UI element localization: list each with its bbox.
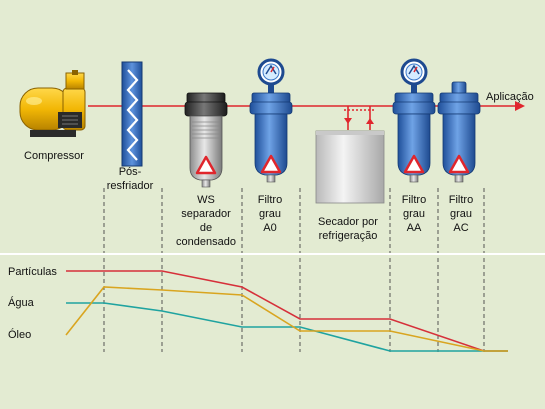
ws-label-1: WS [197, 194, 215, 206]
ws-label-4: condensado [176, 236, 236, 248]
filter-a0-label-3: A0 [263, 222, 276, 234]
oil-line [65, 286, 508, 352]
filter-a0-label-1: Filtro [258, 194, 282, 206]
filter-a0-icon [249, 58, 293, 183]
dryer-connection-arrows [344, 106, 374, 130]
filter-aa-label-1: Filtro [402, 194, 426, 206]
ws-label-2: separador [181, 208, 231, 220]
ws-separator-icon [184, 92, 228, 188]
filter-aa-icon [392, 58, 436, 183]
compressor-icon [19, 70, 86, 137]
stage-dividers [103, 188, 485, 352]
aftercooler-label-1: Pós- [119, 166, 142, 178]
ws-label-3: de [200, 222, 212, 234]
filter-ac-label-3: AC [453, 222, 468, 234]
legend-water: Água [8, 296, 35, 309]
gauge-icon [400, 58, 428, 86]
filter-ac-label-1: Filtro [449, 194, 473, 206]
aftercooler-label-2: resfriador [107, 180, 154, 192]
application-label: Aplicação [486, 91, 534, 103]
gauge-icon [257, 58, 285, 86]
aftercooler-icon [121, 61, 143, 167]
legend-oil: Óleo [8, 328, 31, 341]
filter-ac-icon [437, 81, 481, 183]
application-arrow-icon [515, 101, 525, 111]
dryer-label-2: refrigeração [319, 230, 378, 242]
compressor-label: Compressor [24, 150, 84, 162]
filter-aa-label-2: grau [403, 208, 425, 220]
particles-line [66, 270, 508, 352]
filter-a0-label-2: grau [259, 208, 281, 220]
legend-particles: Partículas [8, 266, 57, 278]
dryer-icon [315, 130, 385, 204]
filter-aa-label-3: AA [407, 222, 422, 234]
dryer-label-1: Secador por [318, 216, 378, 228]
filter-ac-label-2: grau [450, 208, 472, 220]
water-line [66, 302, 508, 352]
